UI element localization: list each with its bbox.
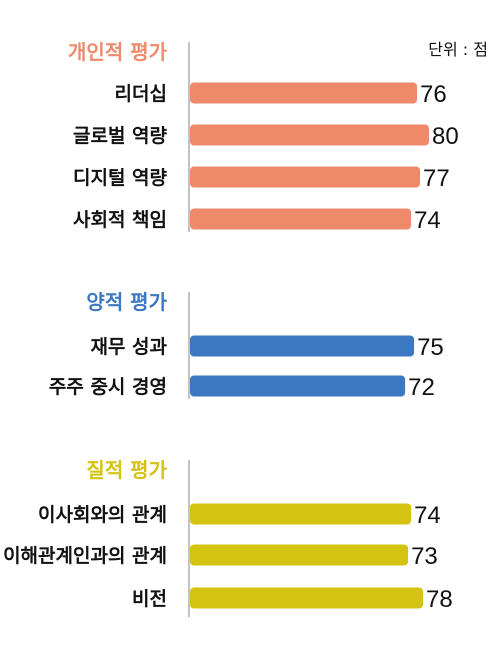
category-label: 이사회와의 관계 (38, 504, 167, 526)
value-label: 74 (414, 207, 441, 234)
bar (190, 208, 412, 230)
category-label: 사회적 책임 (73, 209, 167, 231)
category-label: 주주 중시 경영 (49, 376, 167, 398)
bar (190, 166, 421, 188)
bar (190, 124, 429, 146)
group-title: 질적 평가 (86, 458, 167, 482)
category-label: 리더십 (115, 83, 167, 105)
bar (190, 335, 415, 357)
category-label: 재무 성과 (90, 336, 167, 358)
bar (190, 544, 409, 566)
value-label: 75 (417, 334, 444, 361)
bar (190, 82, 418, 104)
bar (190, 587, 424, 609)
value-label: 73 (411, 543, 438, 570)
category-label: 이해관계인과의 관계 (3, 545, 167, 567)
value-label: 80 (432, 123, 459, 150)
value-label: 77 (423, 165, 450, 192)
group-title: 개인적 평가 (68, 40, 168, 64)
category-label: 글로벌 역량 (73, 125, 168, 147)
category-label: 디지털 역량 (73, 167, 168, 189)
value-label: 72 (408, 374, 435, 401)
value-label: 76 (420, 81, 447, 108)
group-title: 양적 평가 (86, 290, 167, 314)
unit-label: 단위 : 점 (428, 40, 488, 59)
bar (190, 503, 412, 525)
value-label: 74 (414, 502, 441, 529)
bar (190, 375, 406, 397)
value-label: 78 (426, 586, 453, 613)
category-label: 비전 (132, 588, 167, 610)
